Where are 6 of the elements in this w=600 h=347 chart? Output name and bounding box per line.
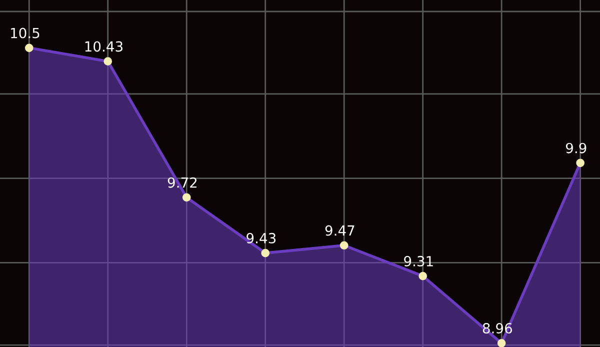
data-label: 10.43	[85, 41, 122, 52]
data-label: 10.5	[11, 28, 40, 38]
data-label: 9.47	[325, 225, 354, 236]
data-label: 9.43	[246, 232, 276, 244]
data-label: 9.9	[566, 142, 586, 154]
data-label: 9.31	[404, 256, 433, 266]
